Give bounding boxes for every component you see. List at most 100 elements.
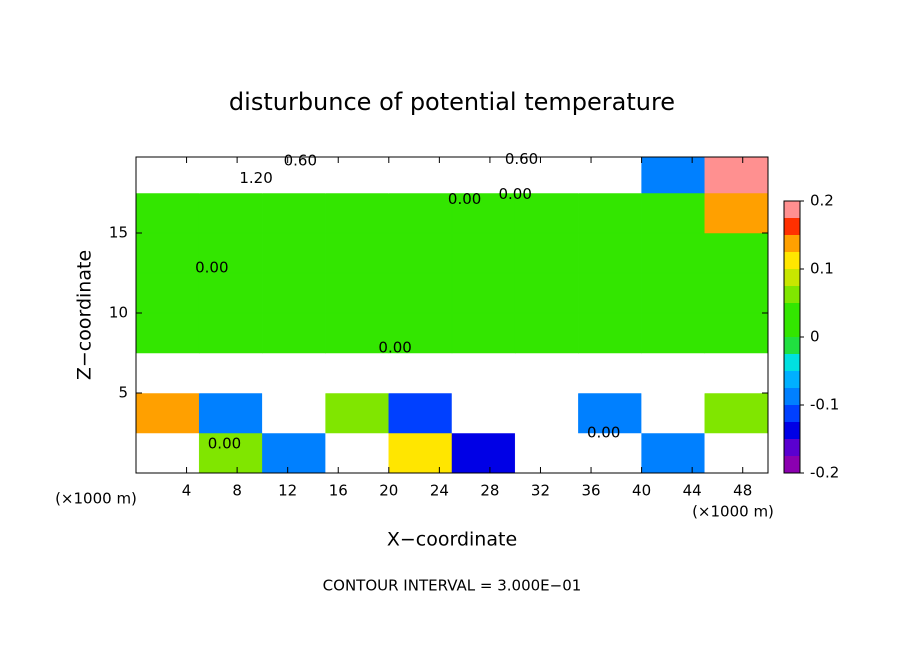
colorbar-tick-label: 0.2: [810, 192, 834, 210]
colorbar-tick-label: -0.1: [810, 396, 839, 414]
colorbar-segment: [784, 439, 800, 456]
cell: [325, 312, 390, 354]
colorbar-segment: [784, 201, 800, 218]
cell: [135, 312, 200, 354]
colorbar-segment: [784, 235, 800, 252]
x-tick-label: 40: [632, 482, 651, 500]
cell: [641, 192, 706, 234]
contour-label: 1.20: [239, 169, 272, 187]
colorbar-segment: [784, 354, 800, 371]
x-tick-label: 4: [182, 482, 192, 500]
y-tick-label: 10: [109, 304, 128, 322]
cell: [704, 192, 769, 234]
cell: [325, 352, 390, 394]
cell: [704, 272, 769, 314]
cell: [325, 156, 390, 194]
colorbar-segment: [784, 456, 800, 473]
colorbar-segment: [784, 422, 800, 439]
y-tick-label: 15: [109, 224, 128, 242]
cell: [451, 352, 516, 394]
cell: [388, 272, 453, 314]
cell: [451, 392, 516, 434]
cell: [198, 232, 263, 274]
contour-label: 0.00: [378, 339, 411, 357]
colorbar-segment: [784, 320, 800, 337]
cell: [578, 192, 642, 234]
contour-label: 0.00: [208, 435, 241, 453]
cell: [514, 312, 579, 354]
cell: [704, 312, 769, 354]
cell: [325, 232, 390, 274]
cell: [135, 232, 200, 274]
x-tick-label: 8: [232, 482, 242, 500]
colorbar-tick-label: 0.1: [810, 260, 834, 278]
cell: [451, 272, 516, 314]
cell: [135, 392, 200, 434]
cell: [641, 232, 706, 274]
cell: [388, 312, 453, 354]
cell: [262, 432, 326, 474]
cell: [451, 432, 516, 474]
cell: [135, 156, 200, 194]
cell: [262, 352, 326, 394]
cell: [578, 272, 642, 314]
x-tick-label: 16: [329, 482, 348, 500]
x-unit: (×1000 m): [692, 503, 774, 521]
cell: [388, 156, 453, 194]
cell: [388, 432, 453, 474]
cell: [641, 272, 706, 314]
contour-label: 0.60: [284, 152, 317, 170]
cell: [704, 432, 769, 474]
cell: [641, 312, 706, 354]
cell: [514, 392, 579, 434]
contour-label: 0.00: [195, 259, 228, 277]
cell: [514, 352, 579, 394]
contour-label: 0.00: [448, 190, 481, 208]
x-tick-label: 24: [430, 482, 449, 500]
colorbar-segment: [784, 371, 800, 388]
x-unit: (×1000 m): [55, 490, 137, 508]
x-tick-label: 36: [581, 482, 600, 500]
x-tick-label: 12: [278, 482, 297, 500]
plot-frame: [135, 156, 769, 474]
cell: [198, 272, 263, 314]
cell: [135, 272, 200, 314]
cell: [198, 312, 263, 354]
cell: [135, 352, 200, 394]
colorbar-segment: [784, 286, 800, 303]
cell: [704, 392, 769, 434]
cell: [325, 432, 390, 474]
cell: [135, 432, 200, 474]
chart-title: disturbunce of potential temperature: [229, 88, 675, 116]
cell: [262, 232, 326, 274]
cell: [262, 156, 326, 194]
colorbar-tick-label: 0: [810, 328, 820, 346]
cell: [704, 156, 769, 194]
cell: [514, 432, 579, 474]
cell: [641, 392, 706, 434]
cell: [262, 272, 326, 314]
cell: [514, 272, 579, 314]
cell: [198, 392, 263, 434]
x-tick-label: 20: [379, 482, 398, 500]
cell: [262, 312, 326, 354]
cell: [578, 232, 642, 274]
contour-label: 0.60: [505, 150, 538, 168]
y-axis-label: Z−coordinate: [74, 250, 96, 380]
cell: [451, 192, 516, 234]
cell: [578, 392, 642, 434]
cell: [451, 156, 516, 194]
x-tick-label: 28: [480, 482, 499, 500]
cell: [704, 352, 769, 394]
cell: [325, 272, 390, 314]
y-tick-label: 5: [118, 384, 128, 402]
cell: [514, 232, 579, 274]
cell: [514, 156, 579, 194]
cell: [451, 232, 516, 274]
cell: [325, 192, 390, 234]
cell: [578, 352, 642, 394]
cell: [641, 156, 706, 194]
colorbar-segment: [784, 337, 800, 354]
cell: [198, 432, 263, 474]
cell: [388, 392, 453, 434]
